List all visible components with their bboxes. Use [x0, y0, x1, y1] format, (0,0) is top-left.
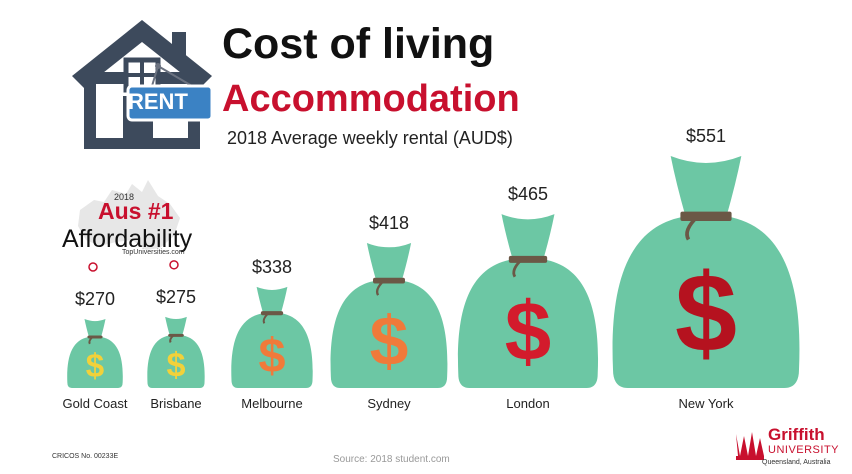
money-bag — [147, 316, 205, 388]
dollar-sign-icon: $ — [505, 284, 551, 378]
money-bag — [612, 156, 800, 388]
chart-caption: 2018 Average weekly rental (AUD$) — [227, 128, 513, 148]
bag-tie — [168, 333, 184, 337]
category-label: Gold Coast — [62, 396, 127, 411]
bag-string — [88, 336, 94, 345]
marker-dot-icon — [88, 262, 98, 272]
dollar-sign-icon: $ — [370, 302, 409, 380]
bag-tie — [508, 255, 548, 263]
bag-tie — [680, 211, 732, 221]
bag-tie — [87, 335, 103, 339]
value-label: $551 — [686, 126, 726, 146]
rent-sign-label: RENT — [128, 89, 188, 114]
bag-tie — [373, 277, 405, 284]
bag-string — [262, 312, 270, 324]
money-bag — [457, 214, 599, 388]
category-label: New York — [679, 396, 734, 411]
value-label: $418 — [369, 213, 409, 233]
cricos-number: CRICOS No. 00233E — [52, 453, 119, 460]
badge-year: 2018 — [114, 192, 135, 202]
badge-label: Affordability — [62, 225, 193, 253]
category-label: Melbourne — [241, 396, 302, 411]
dollar-sign-icon: $ — [86, 348, 104, 385]
bag-string — [512, 258, 523, 278]
category-label: Sydney — [367, 396, 411, 411]
griffith-logo-icon — [736, 432, 764, 460]
value-label: $270 — [75, 289, 115, 309]
badge-rank: Aus #1 — [98, 198, 174, 224]
dollar-sign-icon: $ — [167, 347, 186, 385]
money-bag — [231, 286, 313, 388]
bag-string — [375, 279, 385, 296]
logo-university: UNIVERSITY — [768, 444, 840, 456]
page-title: Cost of living — [222, 20, 495, 68]
category-label: Brisbane — [150, 396, 201, 411]
value-label: $338 — [252, 257, 292, 277]
value-label: $465 — [508, 184, 548, 204]
source-note: Source: 2018 student.com — [333, 454, 450, 465]
marker-dot-icon — [169, 260, 179, 270]
house-rent-icon — [72, 20, 214, 149]
bag-string — [169, 334, 175, 343]
logo-name: Griffith — [768, 425, 825, 444]
money-bag — [330, 242, 448, 388]
bag-string — [685, 214, 700, 241]
category-label: London — [506, 396, 549, 411]
badge-source: TopUniversities.com — [122, 249, 185, 256]
australia-map-icon — [78, 180, 180, 250]
bag-tie — [260, 311, 284, 316]
page-subtitle: Accommodation — [222, 78, 520, 120]
value-label: $275 — [156, 287, 196, 307]
dollar-sign-icon: $ — [259, 329, 286, 383]
dollar-sign-icon: $ — [675, 250, 737, 375]
money-bag — [67, 319, 123, 388]
logo-location: Queensland, Australia — [762, 459, 831, 466]
